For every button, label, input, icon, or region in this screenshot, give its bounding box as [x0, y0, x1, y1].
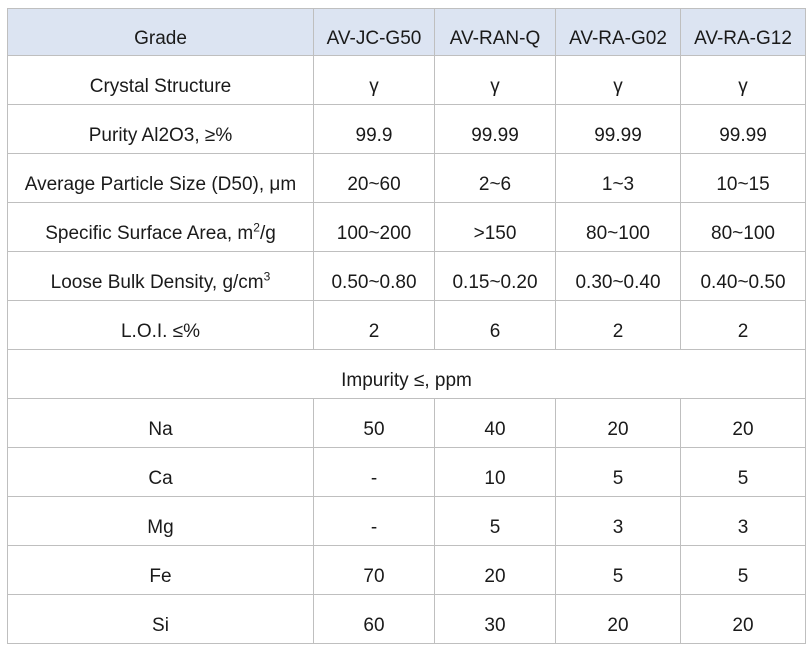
property-value: 2 [313, 300, 435, 350]
superscript: 3 [263, 269, 271, 284]
impurity-row-mg: Mg - 5 3 3 [7, 496, 806, 546]
property-value: γ [313, 55, 435, 105]
grade-column-header: AV-RA-G02 [555, 8, 681, 56]
property-label: Purity Al2O3, ≥% [7, 104, 314, 154]
property-value: 1~3 [555, 153, 681, 203]
property-value: 10~15 [680, 153, 806, 203]
property-value: γ [434, 55, 556, 105]
property-label: Average Particle Size (D50), μm [7, 153, 314, 203]
grade-column-header: AV-RAN-Q [434, 8, 556, 56]
property-value: 6 [434, 300, 556, 350]
property-value: 2~6 [434, 153, 556, 203]
impurity-label: Ca [7, 447, 314, 497]
impurity-heading-row: Impurity ≤, ppm [7, 349, 806, 399]
property-value: γ [680, 55, 806, 105]
property-value: γ [555, 55, 681, 105]
property-value: >150 [434, 202, 556, 252]
impurity-value: 70 [313, 545, 435, 595]
property-label-text: Specific Surface Area, m [45, 223, 254, 244]
superscript: 2 [253, 220, 260, 235]
impurity-value: 10 [434, 447, 556, 497]
impurity-value: 20 [680, 594, 806, 644]
property-row-crystal: Crystal Structure γ γ γ γ [7, 55, 806, 105]
impurity-value: 20 [555, 594, 681, 644]
impurity-value: 5 [555, 447, 681, 497]
property-row-surface-area: Specific Surface Area, m2/g 100~200 >150… [7, 202, 806, 252]
property-value: 80~100 [680, 202, 806, 252]
property-row-purity: Purity Al2O3, ≥% 99.9 99.99 99.99 99.99 [7, 104, 806, 154]
impurity-value: 5 [555, 545, 681, 595]
property-label: Specific Surface Area, m2/g [7, 202, 314, 252]
impurity-label: Si [7, 594, 314, 644]
impurity-value: 3 [680, 496, 806, 546]
property-row-loi: L.O.I. ≤% 2 6 2 2 [7, 300, 806, 350]
impurity-value: 50 [313, 398, 435, 448]
header-row: Grade AV-JC-G50 AV-RAN-Q AV-RA-G02 AV-RA… [7, 8, 806, 56]
property-value: 2 [555, 300, 681, 350]
property-value: 0.15~0.20 [434, 251, 556, 301]
impurity-value: - [313, 496, 435, 546]
impurity-label: Na [7, 398, 314, 448]
impurity-value: 40 [434, 398, 556, 448]
property-label: Crystal Structure [7, 55, 314, 105]
impurity-value: 5 [680, 545, 806, 595]
grade-column-header: AV-JC-G50 [313, 8, 435, 56]
impurity-value: 5 [434, 496, 556, 546]
impurity-value: 60 [313, 594, 435, 644]
impurity-label: Fe [7, 545, 314, 595]
impurity-value: - [313, 447, 435, 497]
impurity-row-ca: Ca - 10 5 5 [7, 447, 806, 497]
impurity-row-si: Si 60 30 20 20 [7, 594, 806, 644]
impurity-heading: Impurity ≤, ppm [7, 349, 806, 399]
impurity-value: 20 [434, 545, 556, 595]
property-label: L.O.I. ≤% [7, 300, 314, 350]
impurity-row-fe: Fe 70 20 5 5 [7, 545, 806, 595]
property-value: 80~100 [555, 202, 681, 252]
property-value: 99.99 [434, 104, 556, 154]
property-label-suffix: /g [259, 223, 276, 244]
impurity-value: 30 [434, 594, 556, 644]
property-value: 100~200 [313, 202, 435, 252]
property-value: 99.99 [680, 104, 806, 154]
grade-column-header: AV-RA-G12 [680, 8, 806, 56]
specification-table: Grade AV-JC-G50 AV-RAN-Q AV-RA-G02 AV-RA… [7, 8, 806, 644]
impurity-value: 20 [555, 398, 681, 448]
property-value: 20~60 [313, 153, 435, 203]
impurity-value: 5 [680, 447, 806, 497]
property-label-text: Loose Bulk Density, g/cm [50, 272, 264, 293]
impurity-value: 3 [555, 496, 681, 546]
impurity-label: Mg [7, 496, 314, 546]
property-value: 0.50~0.80 [313, 251, 435, 301]
property-row-bulk-density: Loose Bulk Density, g/cm3 0.50~0.80 0.15… [7, 251, 806, 301]
property-value: 99.99 [555, 104, 681, 154]
impurity-value: 20 [680, 398, 806, 448]
property-row-particle-size: Average Particle Size (D50), μm 20~60 2~… [7, 153, 806, 203]
property-value: 2 [680, 300, 806, 350]
grade-header: Grade [7, 8, 314, 56]
property-label: Loose Bulk Density, g/cm3 [7, 251, 314, 301]
impurity-row-na: Na 50 40 20 20 [7, 398, 806, 448]
property-value: 0.40~0.50 [680, 251, 806, 301]
property-value: 99.9 [313, 104, 435, 154]
property-value: 0.30~0.40 [555, 251, 681, 301]
